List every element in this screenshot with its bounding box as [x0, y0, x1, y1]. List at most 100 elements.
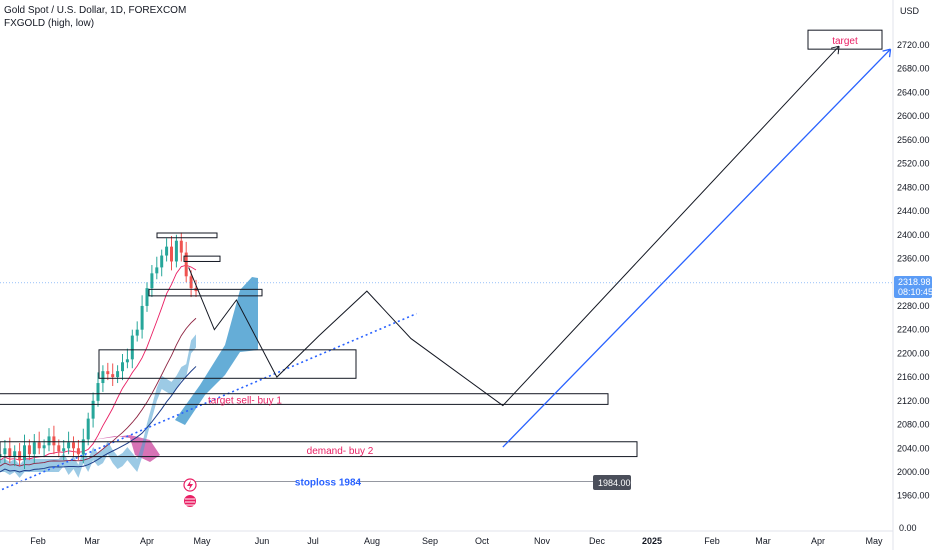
y-tick-zero: 0.00 — [899, 523, 917, 533]
zone-resistance-small[interactable] — [148, 288, 263, 297]
us-flag-event-icon[interactable] — [184, 495, 196, 507]
y-tick-label: 2360.00 — [897, 254, 930, 264]
path-arrowhead — [830, 45, 840, 55]
time-axis[interactable]: Feb Mar Apr May Jun Jul Aug Sep Oct Nov Dec 2025 Feb… — [0, 530, 893, 546]
candle-body — [81, 439, 85, 455]
candle-body — [165, 246, 169, 256]
zone-mid-demand[interactable] — [98, 349, 357, 379]
candle-body — [130, 335, 134, 360]
x-tick-label: Jun — [255, 536, 270, 546]
chart-header: Gold Spot / U.S. Dollar, 1D, FOREXCOM FX… — [4, 4, 186, 30]
candle-body — [27, 445, 31, 455]
stoploss-label-bg — [296, 474, 358, 488]
y-tick-label: 2280.00 — [897, 301, 930, 311]
x-tick-label: Dec — [589, 536, 606, 546]
candle-body — [155, 267, 159, 274]
moving-average-line — [0, 317, 197, 467]
moving-average-line — [0, 264, 197, 461]
candle-body — [52, 436, 56, 446]
currency-label[interactable]: USD — [900, 6, 920, 16]
candle-body — [106, 371, 110, 375]
y-tick-label: 2680.00 — [897, 64, 930, 74]
zone-target[interactable] — [807, 29, 883, 50]
x-tick-label: Nov — [534, 536, 551, 546]
candle-body — [91, 400, 95, 419]
blue-projection-line[interactable] — [502, 48, 892, 448]
candle-body — [116, 371, 120, 378]
symbol-title[interactable]: Gold Spot / U.S. Dollar, 1D, FOREXCOM — [4, 5, 187, 16]
current-price-badge: 2318.98 08:10:45 — [894, 276, 932, 298]
price-axis[interactable]: 1960.00 2000.00 2040.00 2080.00 2120.00 2160.… — [892, 0, 930, 550]
y-tick-label: 2720.00 — [897, 40, 930, 50]
candle-body — [8, 448, 12, 458]
y-tick-label: 1960.00 — [897, 491, 930, 501]
y-tick-label: 2160.00 — [897, 372, 930, 382]
projected-path[interactable] — [188, 45, 840, 407]
current-price-value: 2318.98 — [898, 277, 931, 287]
y-tick-label: 2000.00 — [897, 467, 930, 477]
candle-body — [189, 276, 193, 289]
candle-body — [96, 383, 100, 401]
stop-price-badge: 1984.00 — [593, 475, 631, 490]
candle-body — [170, 246, 173, 262]
y-tick-label: 2520.00 — [897, 159, 930, 169]
zone-target-sell-buy1[interactable] — [0, 393, 609, 405]
zone-inner-box[interactable] — [183, 255, 221, 262]
candle-body — [42, 445, 46, 449]
candle-body — [121, 362, 124, 372]
candle-body — [101, 371, 105, 384]
candle-body — [0, 454, 2, 458]
y-tick-label: 2080.00 — [897, 420, 930, 430]
x-tick-label: Feb — [704, 536, 720, 546]
moving-average-line — [0, 366, 197, 473]
candle-body — [150, 273, 154, 289]
candle-body — [62, 448, 66, 452]
candle-body — [47, 436, 51, 446]
zone-top-box[interactable] — [156, 232, 218, 239]
candle-body — [37, 442, 41, 449]
candle-body — [160, 255, 164, 268]
x-tick-label: May — [865, 536, 883, 546]
y-tick-label: 2400.00 — [897, 230, 930, 240]
candle-body — [86, 418, 90, 440]
candle-body — [32, 442, 36, 455]
candle-body — [23, 445, 26, 461]
y-tick-label: 2440.00 — [897, 206, 930, 216]
candle-body — [174, 240, 178, 262]
event-icons[interactable] — [183, 478, 197, 507]
y-tick-label: 2560.00 — [897, 135, 930, 145]
x-tick-label: Apr — [811, 536, 825, 546]
x-tick-label: Oct — [475, 536, 490, 546]
x-tick-label: Jul — [307, 536, 319, 546]
candle-body — [3, 448, 7, 455]
lightning-icon — [187, 480, 193, 490]
indicator-label[interactable]: FXGOLD (high, low) — [4, 18, 95, 29]
y-tick-label: 2200.00 — [897, 348, 930, 358]
candle-body — [57, 445, 61, 452]
candle-body — [179, 240, 183, 253]
x-tick-label: 2025 — [642, 536, 662, 546]
candle-body — [18, 451, 22, 461]
zone-demand-buy2[interactable] — [0, 441, 638, 458]
x-tick-label: May — [193, 536, 211, 546]
zone-label-target: target — [832, 36, 858, 47]
x-tick-label: Mar — [755, 536, 771, 546]
stoploss-label: stoploss 1984 — [295, 477, 362, 488]
candle-body — [67, 442, 71, 449]
y-tick-label: 2480.00 — [897, 182, 930, 192]
zone-label-buy2: demand- buy 2 — [307, 446, 374, 457]
x-tick-label: Aug — [364, 536, 380, 546]
candle-body — [125, 359, 129, 363]
candle-body — [72, 442, 75, 449]
y-tick-label: 2240.00 — [897, 325, 930, 335]
y-tick-label: 2040.00 — [897, 443, 930, 453]
dotted-trendline[interactable] — [0, 312, 417, 517]
stop-price-value: 1984.00 — [598, 478, 631, 488]
y-tick-label: 2640.00 — [897, 87, 930, 97]
x-tick-label: Apr — [140, 536, 154, 546]
blue-arrowhead — [882, 48, 892, 58]
candle-body — [111, 374, 115, 378]
candle-body — [76, 448, 80, 455]
candle-body — [13, 451, 17, 458]
